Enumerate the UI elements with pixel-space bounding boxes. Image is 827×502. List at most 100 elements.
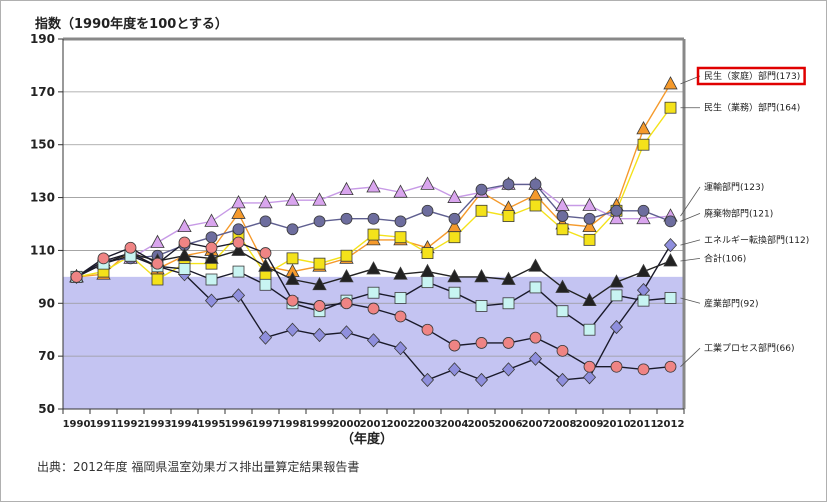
data-point: [258, 258, 273, 272]
data-point: [340, 212, 353, 225]
data-point: [610, 360, 623, 373]
x-tick-label: 1997: [252, 419, 280, 430]
x-tick-label: 2008: [549, 419, 577, 430]
x-tick-label: 2006: [495, 419, 523, 430]
x-tick-label: 2004: [441, 419, 469, 430]
y-tick-label: 150: [30, 138, 55, 152]
y-tick-label: 170: [30, 85, 55, 99]
data-point: [259, 278, 272, 291]
data-point: [528, 258, 543, 272]
data-point: [528, 351, 543, 366]
data-point: [70, 270, 83, 283]
data-point: [285, 192, 300, 206]
data-point: [529, 178, 542, 191]
x-tick-label: 2005: [468, 419, 496, 430]
data-point: [448, 339, 461, 352]
data-point: [313, 300, 326, 312]
x-tick-label: 2010: [603, 419, 631, 430]
x-tick-label: 2011: [630, 419, 658, 430]
data-point: [231, 205, 246, 219]
x-tick-label: 1994: [171, 419, 199, 430]
data-point: [529, 281, 542, 294]
y-tick-label: 110: [30, 243, 55, 257]
data-point: [285, 322, 300, 337]
data-point: [367, 302, 380, 315]
data-point: [394, 292, 407, 304]
data-point: [232, 265, 245, 278]
x-tick-label: 1998: [279, 419, 307, 430]
data-point: [312, 327, 327, 343]
data-point: [204, 250, 219, 264]
data-point: [529, 331, 542, 344]
data-point: [204, 213, 219, 227]
data-point: [421, 204, 434, 217]
data-point: [286, 252, 299, 265]
data-point: [420, 372, 435, 388]
data-point: [583, 360, 596, 373]
data-point: [394, 310, 407, 323]
data-point: [501, 271, 516, 285]
data-point: [556, 210, 569, 222]
x-tick-label: 1996: [225, 419, 253, 430]
data-point: [637, 294, 650, 307]
source-note: 出典：2012年度 福岡県温室効果ガス排出量算定結果報告書: [37, 459, 359, 474]
data-point: [529, 199, 542, 212]
data-point: [178, 263, 191, 275]
data-point: [124, 241, 137, 254]
data-point: [231, 195, 246, 209]
data-point: [637, 363, 650, 376]
data-point: [448, 286, 461, 299]
data-point: [285, 271, 300, 285]
x-tick-label: 1995: [198, 419, 226, 430]
y-tick-label: 50: [38, 402, 55, 416]
data-point: [366, 333, 381, 348]
data-point: [313, 215, 326, 228]
data-point: [502, 210, 515, 222]
data-point: [637, 204, 650, 217]
data-point: [610, 289, 623, 302]
data-point: [259, 247, 272, 259]
data-point: [97, 252, 110, 265]
data-point: [205, 241, 218, 254]
data-point: [583, 212, 596, 225]
data-point: [421, 323, 434, 336]
data-point: [475, 183, 488, 196]
data-point: [474, 372, 489, 388]
data-point: [394, 215, 407, 228]
data-point: [340, 297, 353, 310]
x-tick-label: 1990: [63, 419, 91, 430]
data-point: [312, 192, 327, 206]
series-label: エネルギー転換部門(112): [704, 234, 809, 246]
data-point: [339, 325, 354, 340]
data-point: [501, 362, 516, 377]
data-point: [231, 288, 246, 303]
chart-title: 指数（1990年度を100とする）: [35, 16, 228, 32]
data-point: [393, 184, 408, 198]
series-label: 廃棄物部門(121): [704, 207, 773, 219]
data-point: [663, 76, 678, 90]
series-label: 民生（家庭）部門(173): [704, 70, 800, 82]
leader-line: [680, 213, 701, 222]
data-point: [231, 242, 246, 256]
data-point: [150, 234, 165, 248]
leader-line: [680, 239, 701, 246]
data-point: [367, 212, 380, 225]
x-tick-label: 1991: [90, 419, 118, 430]
data-point: [258, 330, 273, 345]
y-tick-label: 70: [38, 349, 55, 363]
data-point: [367, 286, 380, 299]
data-point: [151, 273, 164, 286]
data-point: [205, 231, 218, 244]
data-point: [177, 218, 192, 233]
data-point: [313, 257, 326, 270]
data-point: [664, 360, 677, 373]
x-tick-label: 1992: [117, 419, 145, 430]
data-point: [474, 269, 489, 283]
data-point: [664, 215, 677, 228]
data-point: [393, 266, 408, 280]
data-point: [664, 292, 677, 304]
x-tick-label: 2007: [522, 419, 550, 430]
y-tick-label: 90: [38, 296, 55, 310]
data-point: [637, 138, 650, 151]
data-point: [556, 223, 569, 236]
